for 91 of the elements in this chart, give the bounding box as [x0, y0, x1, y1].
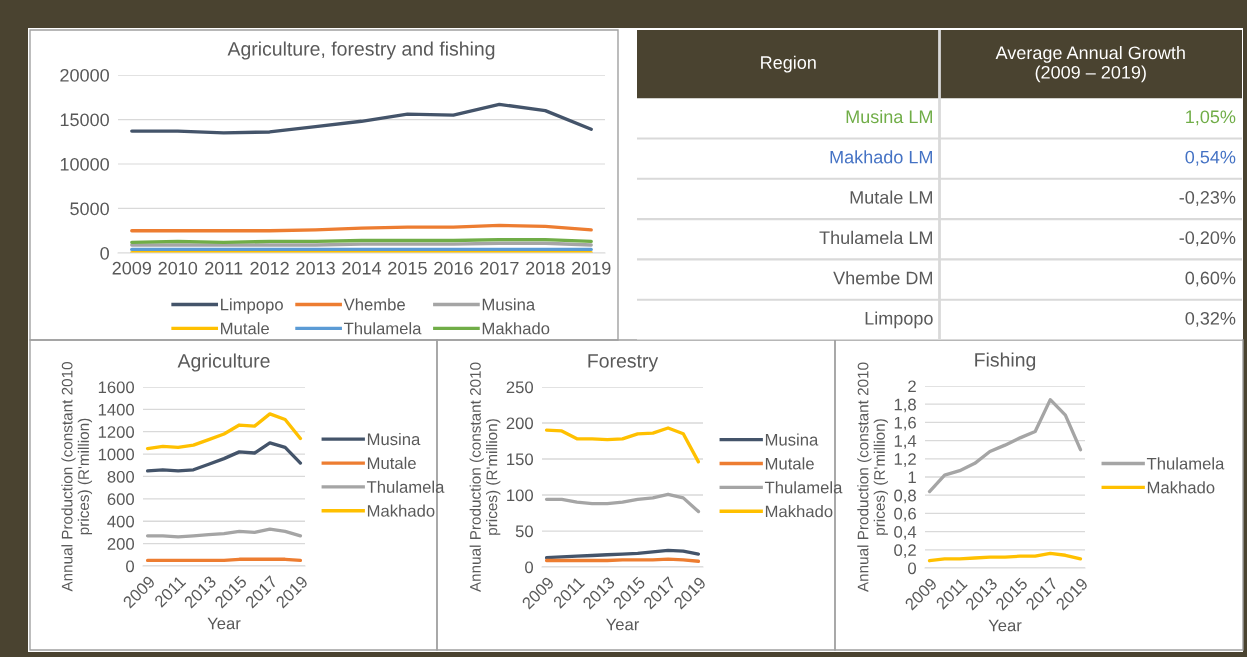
y-tick-label: 100	[507, 489, 534, 502]
y-axis-title: Annual Production (constant 2010 prices) (R'million)	[857, 362, 888, 593]
legend-label: Makhado	[1147, 481, 1215, 494]
x-tick-label: 2014	[342, 261, 382, 275]
x-tick-label: 2015	[388, 261, 427, 275]
y-tick-label: 1,8	[894, 398, 916, 413]
y-tick-label: 1,4	[894, 435, 917, 449]
y-tick-label: 1600	[98, 381, 135, 394]
line-series	[145, 412, 303, 451]
legend-label: Mutale	[765, 457, 814, 470]
line-series	[145, 527, 303, 539]
y-tick-label: 10000	[60, 157, 109, 171]
legend-label: Musina	[482, 298, 536, 311]
legend-label: Thulamela	[764, 481, 843, 494]
text: Average Annual Growth (2009 – 2019)	[995, 45, 1185, 83]
legend-label: Musina	[367, 432, 421, 446]
x-axis-title: Year	[606, 618, 640, 631]
category-label: Mutale LM	[850, 190, 932, 204]
y-tick-label: 50	[515, 525, 534, 538]
legend-label: Mutale	[221, 322, 269, 335]
x-axis-title: Year	[988, 619, 1022, 632]
y-tick-label: 0	[908, 562, 917, 575]
y-tick-label: 200	[506, 417, 534, 430]
chart-title: Agriculture, forestry and fishing	[227, 41, 495, 60]
y-tick-label: 0	[126, 560, 135, 573]
y-tick-label: 600	[107, 493, 135, 506]
y-tick-label: 5000	[70, 202, 109, 216]
chart-title: Agriculture	[177, 353, 270, 372]
y-tick-label: 400	[107, 515, 135, 528]
legend-label: Makhado	[765, 505, 833, 518]
y-tick-label: 200	[107, 538, 135, 550]
y-axis-title: Annual Production (constant 2010 prices) (R'million)	[469, 362, 501, 593]
x-tick-label: 2016	[434, 261, 473, 275]
category-label: Makhado LM	[830, 150, 932, 164]
legend-label: Vhembe	[343, 298, 405, 311]
line-series	[544, 548, 701, 560]
y-tick-label: 0,6	[894, 507, 916, 522]
y-tick-label: 0,4	[894, 526, 917, 540]
y-tick-label: 0,8	[894, 489, 916, 504]
y-tick-label: 250	[506, 381, 534, 394]
legend-label: Makhado	[367, 504, 435, 517]
chart-title: Forestry	[588, 354, 659, 372]
x-tick-label: 2012	[250, 261, 289, 275]
y-axis-title: Annual Production (constant 2010 prices) (R'million)	[61, 362, 93, 592]
y-tick-label: 1200	[98, 426, 135, 438]
line-series	[130, 102, 593, 135]
category-label: Vhembe DM	[833, 271, 932, 285]
text: 0,32%	[1185, 311, 1236, 327]
line-series	[544, 426, 701, 464]
text: 1,05%	[1186, 110, 1236, 126]
x-tick-label: 2011	[205, 261, 243, 275]
legend-label: Makhado	[482, 322, 550, 335]
x-tick-label: 2010	[158, 261, 198, 275]
line-series	[927, 551, 1083, 563]
legend-label: Thulamela	[366, 480, 445, 493]
line-series	[927, 397, 1083, 494]
x-tick-label: 2009	[112, 261, 152, 275]
y-tick-label: 0,2	[894, 544, 916, 558]
legend-label: Thulamela	[343, 322, 422, 335]
y-tick-label: 0	[525, 561, 534, 574]
legend-label: Musina	[765, 433, 819, 446]
category-label: Thulamela LM	[819, 230, 932, 245]
y-tick-label: 2	[908, 380, 916, 393]
chart-title: Fishing	[975, 352, 1036, 371]
text: 0,60%	[1185, 271, 1236, 287]
y-tick-label: 1	[908, 471, 916, 484]
x-tick-label: 2019	[572, 261, 611, 275]
line-series	[145, 441, 303, 473]
line-series	[544, 492, 701, 514]
legend-label: Thulamela	[1146, 457, 1225, 470]
legend-label: Mutale	[367, 456, 416, 470]
x-tick-label: 2017	[480, 261, 519, 275]
y-tick-label: 1400	[98, 403, 135, 416]
text: 0,54%	[1185, 150, 1236, 166]
category-label: Limpopo	[865, 311, 933, 329]
y-tick-label: 1000	[98, 448, 135, 461]
x-tick-label: 2013	[296, 261, 335, 275]
text: -0,20%	[1179, 231, 1236, 247]
y-tick-label: 1,6	[894, 416, 916, 431]
y-tick-label: 800	[107, 470, 135, 483]
y-tick-label: 0	[100, 246, 109, 260]
text: Region	[761, 55, 816, 73]
x-tick-label: 2018	[526, 261, 565, 275]
category-label: Musina LM	[846, 109, 932, 124]
y-tick-label: 20000	[60, 68, 109, 82]
text: -0,23%	[1179, 191, 1236, 206]
y-tick-label: 1,2	[894, 453, 916, 467]
legend-label: Limpopo	[221, 298, 283, 314]
y-tick-label: 15000	[60, 113, 109, 127]
y-tick-label: 150	[507, 453, 534, 466]
x-axis-title: Year	[207, 617, 241, 630]
